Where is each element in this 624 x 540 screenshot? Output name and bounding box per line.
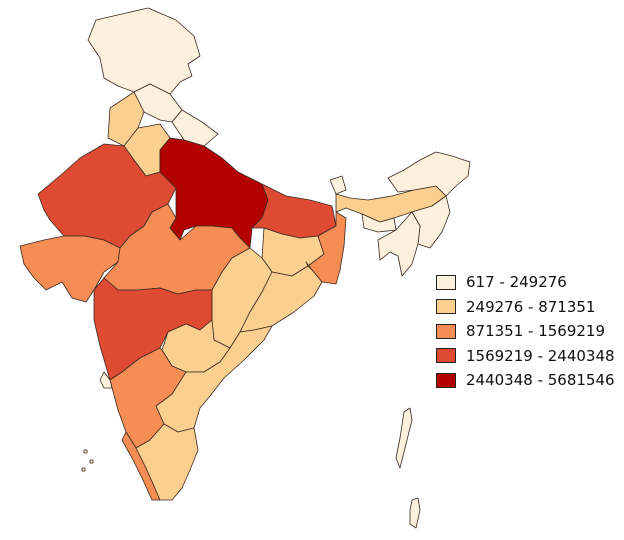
- legend-label: 249276 - 871351: [466, 297, 596, 316]
- map-legend: 617 - 249276 249276 - 871351 871351 - 15…: [436, 270, 615, 393]
- legend-item: 617 - 249276: [436, 270, 615, 295]
- legend-swatch: [436, 274, 456, 290]
- legend-item: 2440348 - 5681546: [436, 368, 615, 393]
- legend-label: 1569219 - 2440348: [466, 346, 615, 365]
- region-sikkim: [329, 175, 347, 195]
- legend-swatch: [436, 372, 456, 388]
- region-nicobar-islands: [409, 497, 421, 529]
- legend-swatch: [436, 348, 456, 364]
- region-andaman-nicobar: [395, 407, 413, 469]
- region-odisha: [239, 265, 323, 333]
- legend-label: 871351 - 1569219: [466, 322, 606, 341]
- legend-item: 249276 - 871351: [436, 295, 615, 320]
- region-goa: [99, 371, 113, 389]
- legend-item: 871351 - 1569219: [436, 319, 615, 344]
- legend-label: 617 - 249276: [466, 273, 567, 292]
- region-andhra-pradesh: [155, 325, 273, 433]
- region-arunachal-pradesh: [387, 151, 471, 197]
- region-mizoram-tripura: [377, 211, 421, 277]
- legend-label: 2440348 - 5681546: [466, 371, 615, 390]
- region-lakshadweep: [81, 449, 94, 472]
- legend-swatch: [436, 323, 456, 339]
- region-gujarat: [19, 235, 121, 303]
- region-tamil-nadu: [135, 423, 199, 501]
- legend-swatch: [436, 299, 456, 315]
- region-jammu-kashmir: [87, 7, 201, 95]
- legend-item: 1569219 - 2440348: [436, 344, 615, 369]
